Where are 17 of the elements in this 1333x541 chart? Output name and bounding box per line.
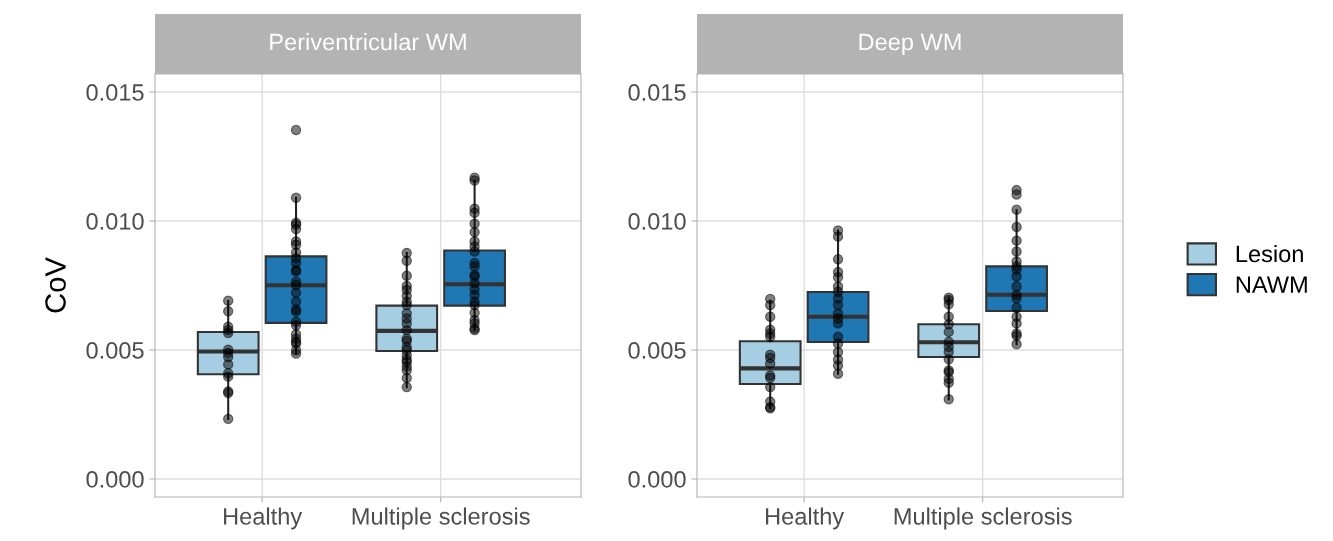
y-tick-label: 0.010: [628, 213, 686, 230]
legend-label: Lesion: [1236, 244, 1303, 263]
y-tick-label: 0.010: [86, 213, 144, 230]
x-tick-label: Multiple sclerosis: [894, 507, 1072, 530]
legend-label: NAWM: [1236, 276, 1307, 293]
y-axis-title: CoV: [45, 257, 66, 313]
y-tick-label: 0.015: [86, 84, 144, 101]
y-tick-label: 0.000: [86, 471, 144, 488]
y-tick-label: 0.015: [628, 84, 686, 101]
x-tick-label: Healthy: [224, 507, 303, 530]
y-tick-label: 0.005: [86, 342, 144, 359]
x-tick-label: Healthy: [766, 507, 845, 530]
x-tick-label: Multiple sclerosis: [352, 507, 530, 530]
y-tick-label: 0.000: [628, 471, 686, 488]
y-tick-label: 0.005: [628, 342, 686, 359]
chart-title: Periventricular WM: [270, 33, 466, 51]
chart-title: Deep WM: [859, 33, 961, 56]
